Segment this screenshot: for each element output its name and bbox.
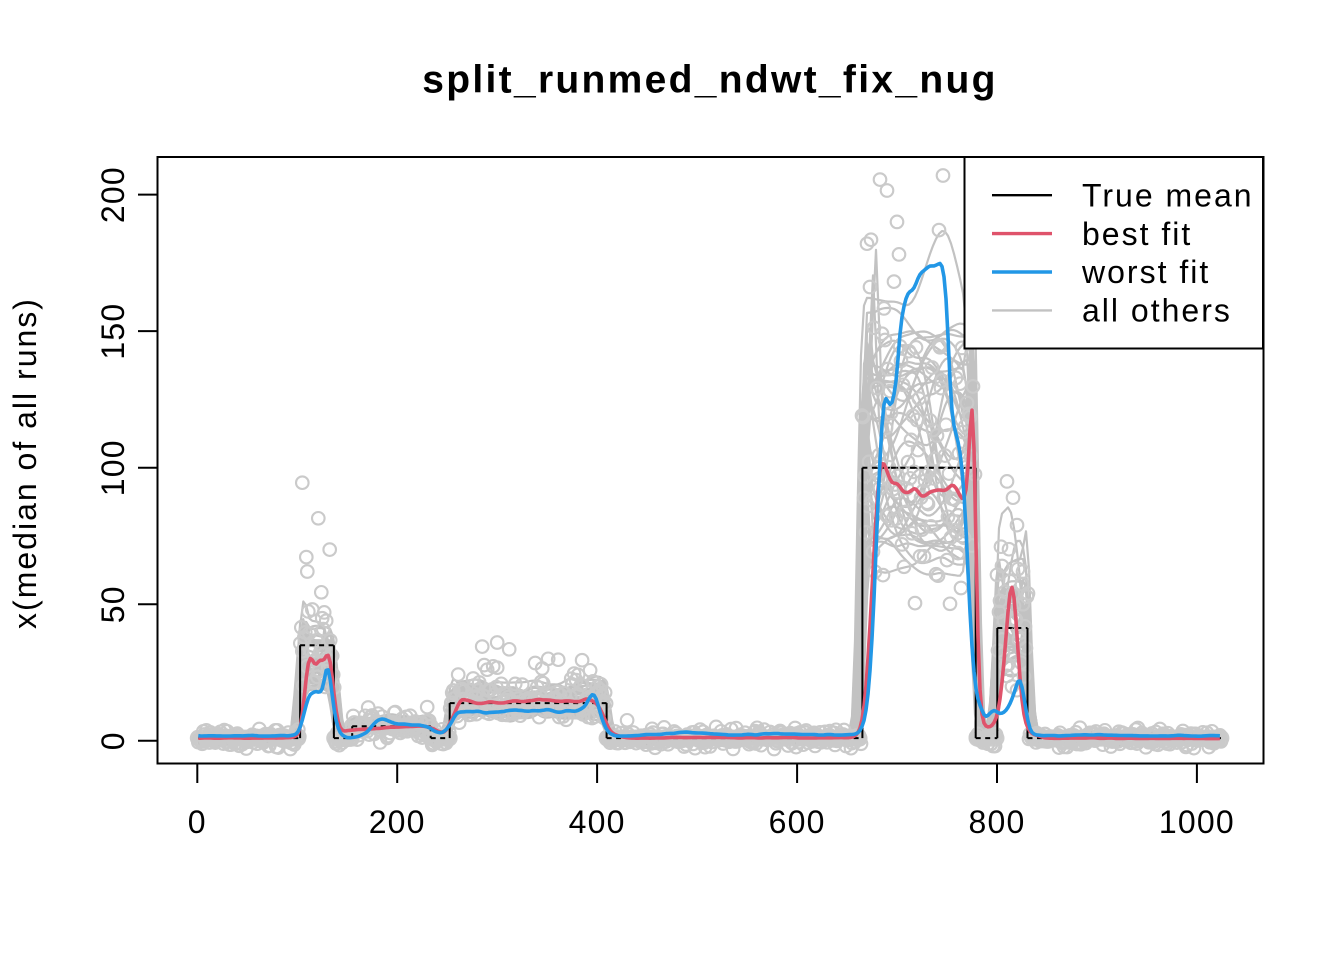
- svg-text:400: 400: [569, 804, 626, 840]
- svg-text:100: 100: [95, 439, 131, 496]
- svg-text:True mean: True mean: [1082, 177, 1254, 213]
- svg-text:50: 50: [95, 585, 131, 623]
- svg-text:all others: all others: [1082, 293, 1232, 329]
- svg-text:split_runmed_ndwt_fix_nug: split_runmed_ndwt_fix_nug: [422, 59, 997, 102]
- svg-text:600: 600: [769, 804, 826, 840]
- svg-text:150: 150: [95, 303, 131, 360]
- svg-text:x(median of all runs): x(median of all runs): [7, 297, 43, 629]
- svg-text:200: 200: [95, 166, 131, 223]
- svg-text:200: 200: [369, 804, 426, 840]
- svg-text:0: 0: [188, 804, 207, 840]
- svg-text:800: 800: [969, 804, 1026, 840]
- svg-text:0: 0: [95, 731, 131, 750]
- svg-text:worst fit: worst fit: [1081, 254, 1210, 290]
- svg-text:best fit: best fit: [1082, 216, 1192, 252]
- svg-text:1000: 1000: [1159, 804, 1235, 840]
